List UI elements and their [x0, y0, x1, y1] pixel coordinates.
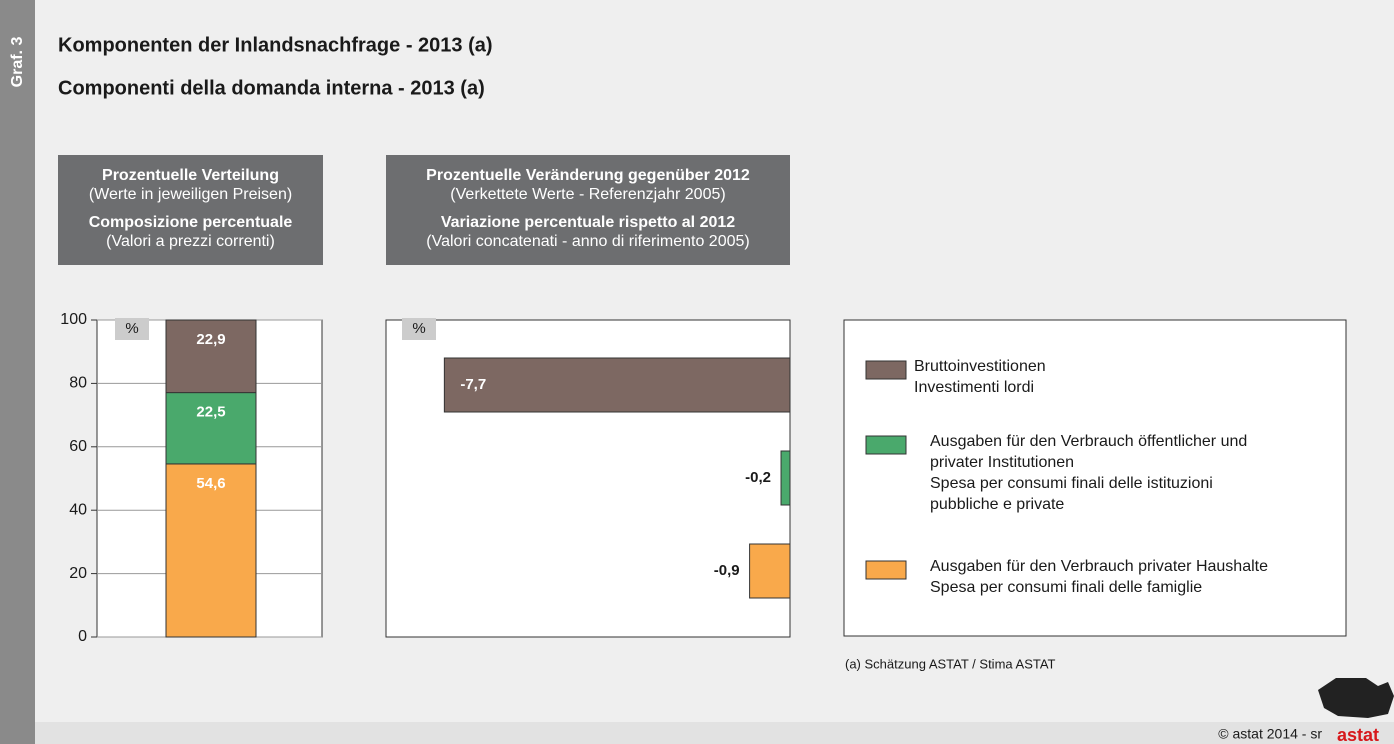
- header-box: [58, 155, 323, 265]
- copyright: © astat 2014 - sr: [1218, 726, 1322, 742]
- legend-label: Investimenti lordi: [914, 379, 1034, 396]
- logo-text: astat: [1337, 725, 1379, 744]
- panel-header: Prozentuelle Veränderung gegenüber 2012: [426, 167, 750, 184]
- chart-subtitle: Componenti della domanda interna - 2013 …: [58, 77, 485, 99]
- bar: [749, 543, 791, 599]
- panel-header: (Werte in jeweiligen Preisen): [89, 186, 292, 203]
- bar-segment: [165, 392, 257, 465]
- legend-label: Ausgaben für den Verbrauch privater Haus…: [930, 558, 1268, 575]
- unit-box: [115, 318, 149, 340]
- bar-segment: [165, 463, 257, 638]
- logo-shape: [1318, 678, 1394, 718]
- y-tick-label: 20: [69, 565, 87, 582]
- side-label: Graf. 3: [9, 37, 26, 88]
- panel-header: (Valori a prezzi correnti): [106, 233, 275, 250]
- side-stripe: [0, 0, 35, 744]
- value-label: 22,9: [196, 331, 225, 348]
- unit-label: %: [412, 320, 425, 337]
- bar-segment: [165, 319, 257, 394]
- legend-label: Spesa per consumi finali delle istituzio…: [930, 475, 1213, 492]
- legend-label: Spesa per consumi finali delle famiglie: [930, 579, 1202, 596]
- y-tick-label: 100: [60, 311, 87, 328]
- value-label: 22,5: [196, 404, 225, 421]
- y-tick-label: 40: [69, 501, 87, 518]
- chart-title: Komponenten der Inlandsnachfrage - 2013 …: [58, 34, 493, 56]
- value-label: -0,9: [714, 562, 740, 579]
- footnote: (a) Schätzung ASTAT / Stima ASTAT: [845, 656, 1056, 671]
- panel-header: Prozentuelle Verteilung: [102, 167, 279, 184]
- panel-header: (Valori concatenati - anno di riferiment…: [426, 233, 749, 250]
- unit-box: [402, 318, 436, 340]
- y-tick-label: 60: [69, 438, 87, 455]
- panel-header: (Verkettete Werte - Referenzjahr 2005): [450, 186, 725, 203]
- panel-header: Variazione percentuale rispetto al 2012: [441, 214, 735, 231]
- y-tick-label: 80: [69, 375, 87, 392]
- unit-label: %: [125, 320, 138, 337]
- legend-label: privater Institutionen: [930, 454, 1074, 471]
- value-label: -7,7: [460, 376, 486, 393]
- value-label: 54,6: [196, 475, 225, 492]
- legend-swatch: [865, 560, 907, 580]
- bar: [780, 450, 791, 506]
- legend-label: Bruttoinvestitionen: [914, 358, 1046, 375]
- legend-label: Ausgaben für den Verbrauch öffentlicher …: [930, 433, 1247, 450]
- value-label: -0,2: [745, 469, 771, 486]
- y-tick-label: 0: [78, 628, 87, 645]
- header-box: [386, 155, 790, 265]
- legend-swatch: [865, 435, 907, 455]
- legend-label: pubbliche e private: [930, 496, 1064, 513]
- bar: [443, 357, 791, 413]
- legend-swatch: [865, 360, 907, 380]
- legend-box: [843, 319, 1347, 637]
- panel-header: Composizione percentuale: [89, 214, 293, 231]
- logo-map: [1318, 678, 1394, 718]
- footer-band: [35, 722, 1394, 744]
